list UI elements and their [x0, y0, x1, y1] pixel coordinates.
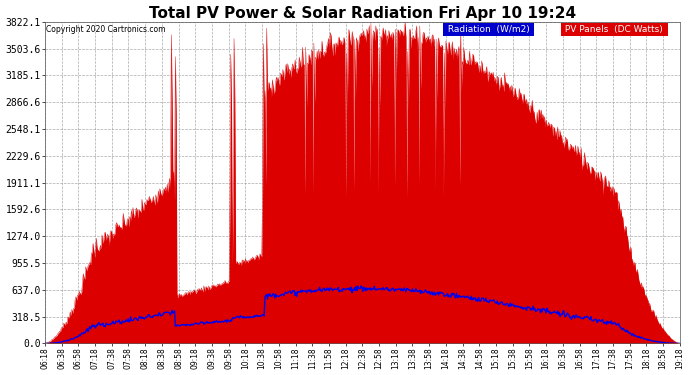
- Title: Total PV Power & Solar Radiation Fri Apr 10 19:24: Total PV Power & Solar Radiation Fri Apr…: [149, 6, 576, 21]
- Text: PV Panels  (DC Watts): PV Panels (DC Watts): [562, 25, 666, 34]
- Text: Radiation  (W/m2): Radiation (W/m2): [445, 25, 533, 34]
- Text: Copyright 2020 Cartronics.com: Copyright 2020 Cartronics.com: [46, 25, 166, 34]
